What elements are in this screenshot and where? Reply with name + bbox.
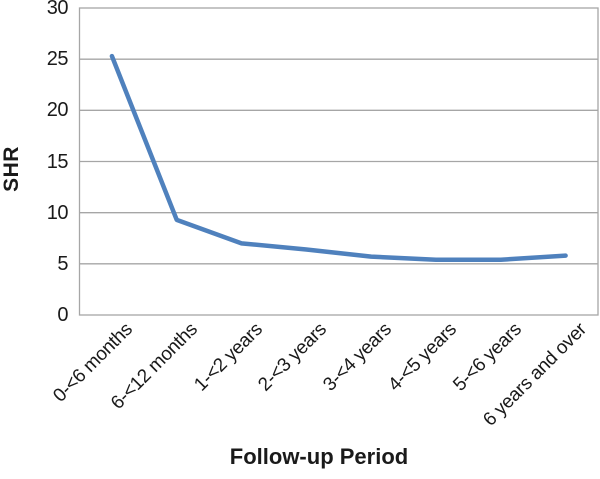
y-tick-label: 20 <box>46 99 69 122</box>
y-tick-label: 10 <box>46 201 69 224</box>
y-tick-label: 0 <box>57 304 68 326</box>
series-line-shr <box>109 53 568 262</box>
y-tick-label: 5 <box>57 252 68 275</box>
y-tick-label: 15 <box>46 150 69 173</box>
y-tick-label: 25 <box>46 48 69 71</box>
y-tick-label: 30 <box>46 0 69 19</box>
x-axis-title: Follow-up Period <box>229 444 409 469</box>
